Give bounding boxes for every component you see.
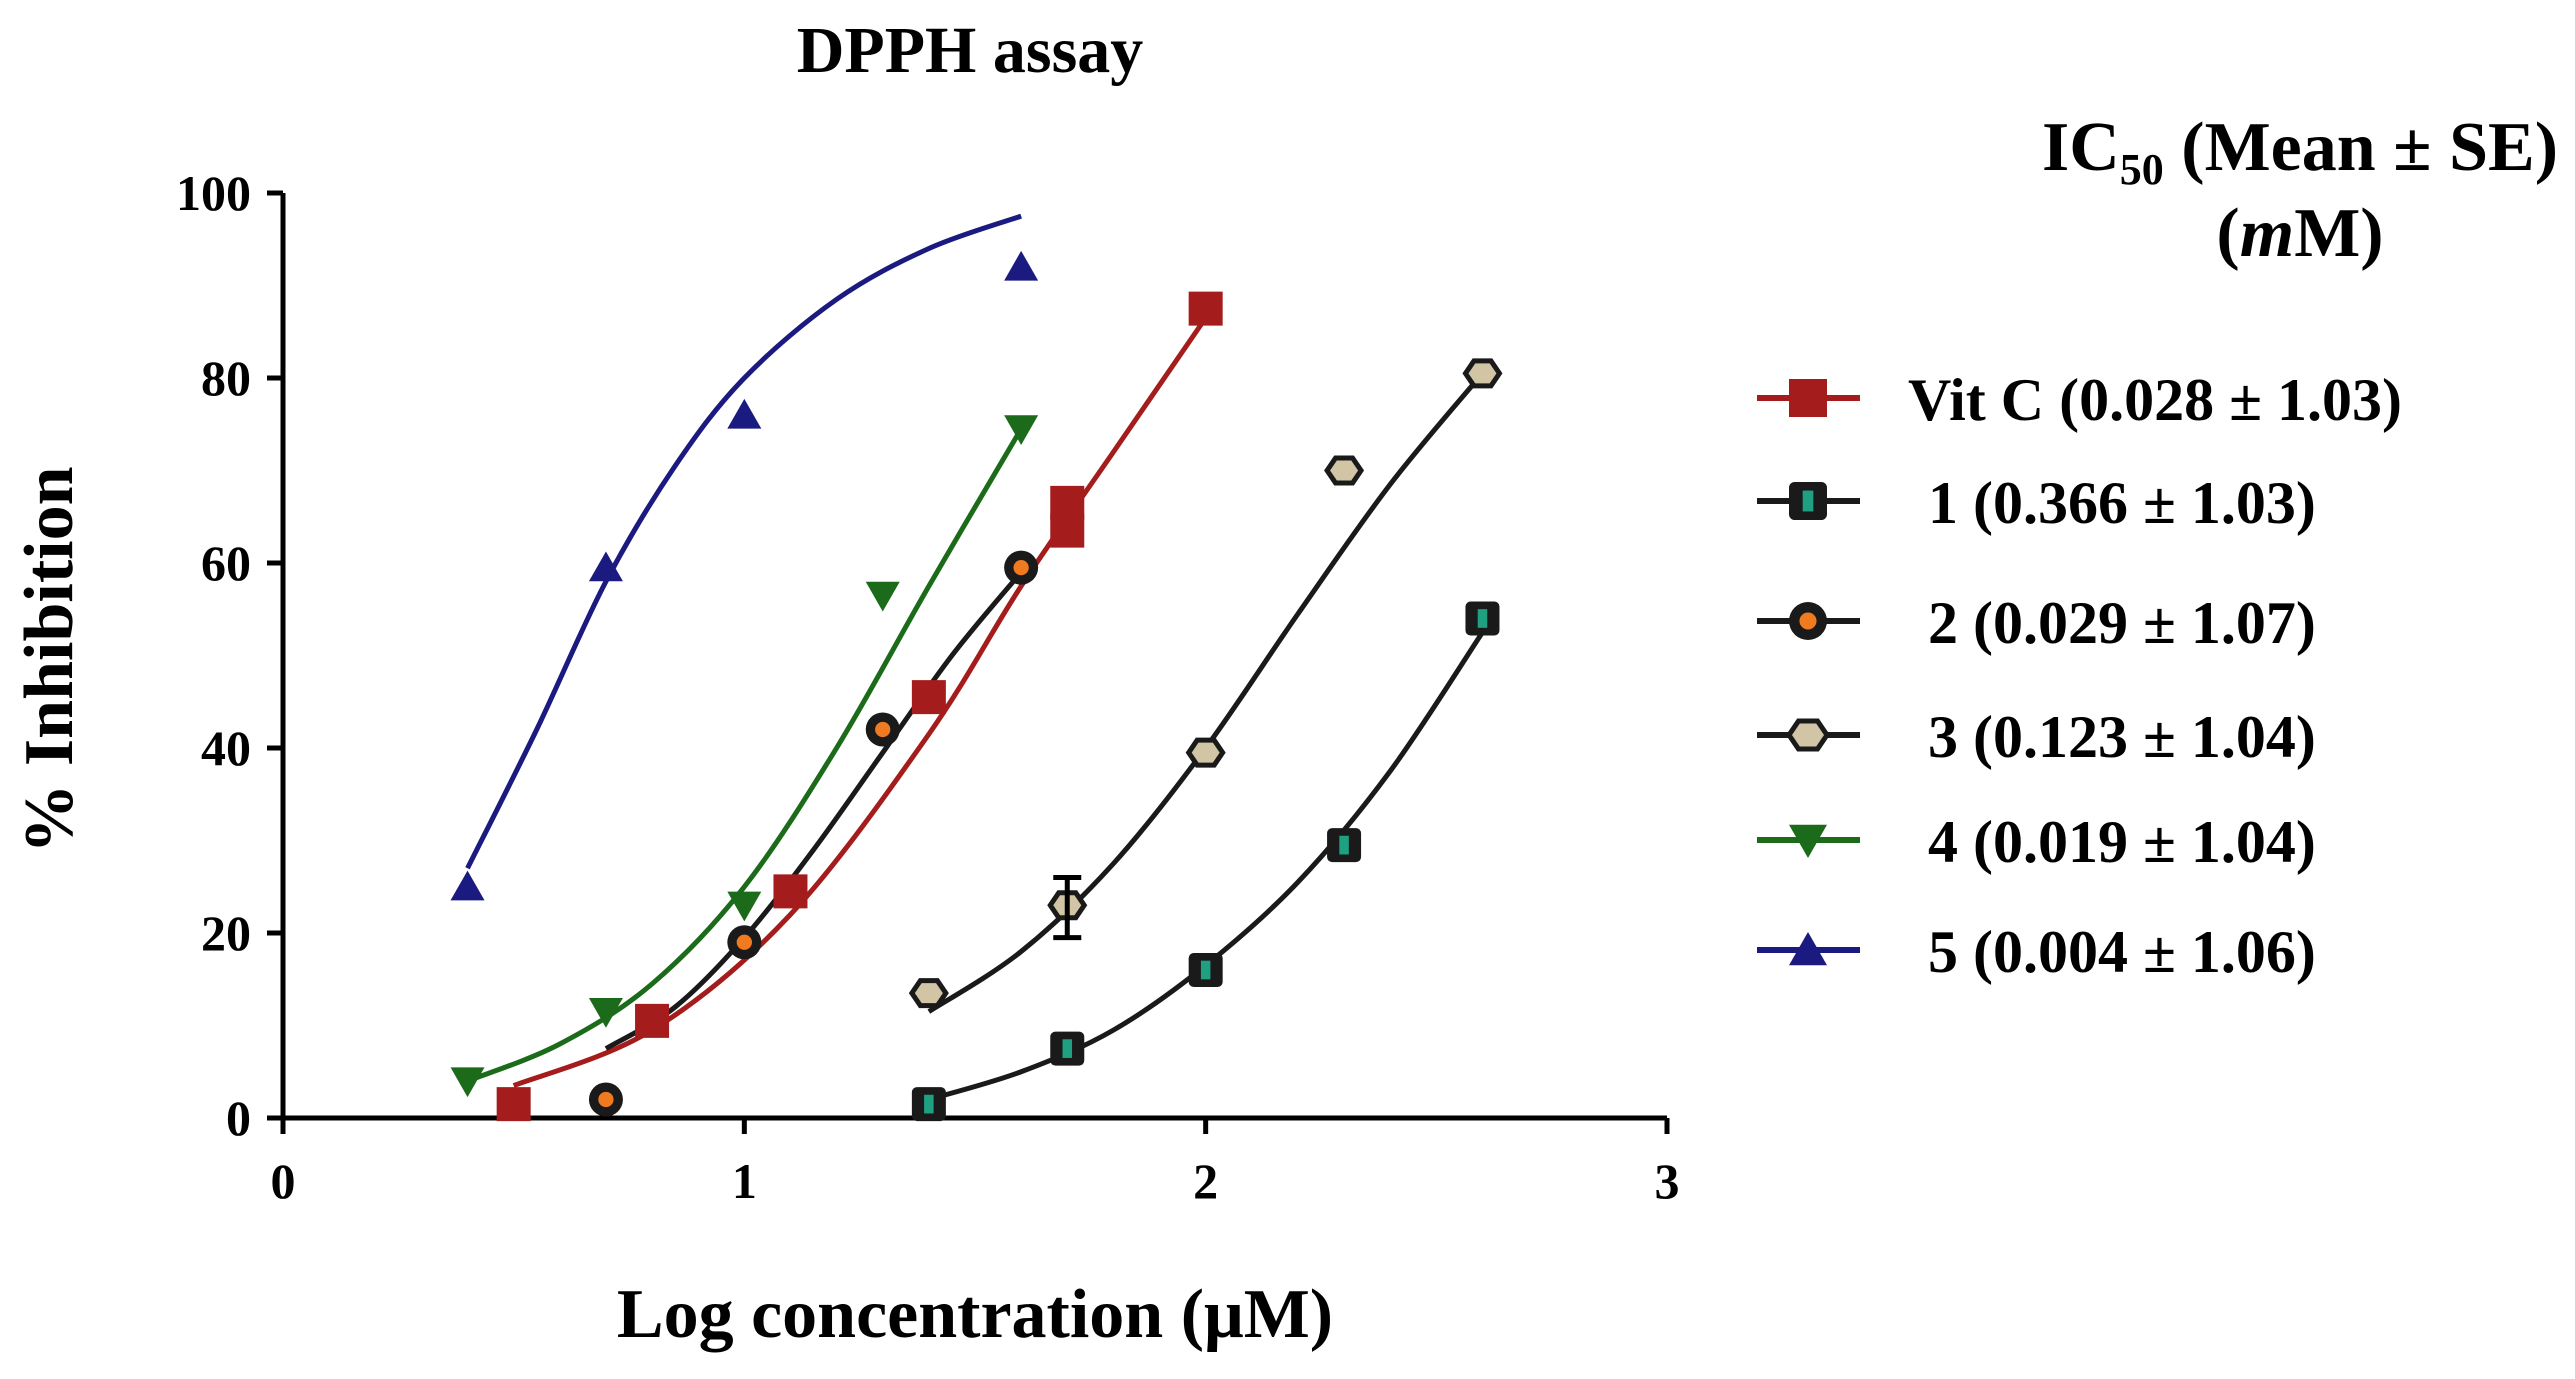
data-point-series-0 [1050, 485, 1085, 520]
data-point-series-1 [911, 1087, 946, 1122]
fit-curve-series-2 [604, 570, 1024, 1051]
y-tick-label: 40 [201, 720, 251, 776]
fit-curve-series-3 [927, 371, 1485, 1014]
legend-item: 4 (0.019 ± 1.04) [1757, 809, 2316, 875]
legend-marker [1789, 824, 1827, 859]
legend-label: 2 (0.029 ± 1.07) [1928, 590, 2316, 656]
y-axis-label: % Inhibition [11, 466, 88, 853]
legend-marker [1789, 482, 1827, 520]
data-point-series-3 [908, 978, 949, 1009]
x-tick-label: 1 [732, 1153, 757, 1209]
data-point-series-3 [1324, 455, 1365, 486]
legend-item: Vit C (0.028 ± 1.03) [1757, 367, 2402, 433]
data-point-series-5 [588, 551, 623, 582]
data-point-series-3 [1462, 358, 1503, 389]
data-point-series-1 [1188, 953, 1223, 987]
data-points [450, 250, 1503, 1122]
data-point-series-0 [773, 874, 808, 909]
fit-curve-series-4 [466, 427, 1024, 1084]
legend-label: 4 (0.019 ± 1.04) [1928, 809, 2316, 875]
fit-curve-series-0 [512, 316, 1208, 1088]
data-point-series-4 [588, 998, 623, 1028]
legend-marker [1789, 379, 1827, 417]
data-point-series-4 [1004, 415, 1039, 446]
data-point-series-5 [727, 398, 762, 429]
data-point-series-1 [1050, 1031, 1085, 1066]
legend-item: 2 (0.029 ± 1.07) [1757, 590, 2316, 656]
y-tick-label: 100 [176, 165, 251, 221]
axis-ticks: 0 1 2 3 0 20 40 60 80 100 [176, 165, 1680, 1209]
data-point-series-2 [727, 925, 762, 960]
data-point-series-5 [450, 870, 485, 901]
chart-title: DPPH assay [797, 14, 1144, 87]
legend: IC50 (Mean ± SE) (mM) Vit C (0.028 ± 1.03… [1757, 109, 2558, 985]
y-tick-label: 20 [201, 905, 251, 961]
legend-label: 3 (0.123 ± 1.04) [1928, 704, 2316, 770]
legend-marker [1789, 931, 1827, 966]
fit-curves [465, 213, 1485, 1102]
data-point-series-2 [865, 712, 900, 747]
data-point-series-4 [450, 1067, 485, 1098]
data-point-series-0 [1188, 291, 1223, 326]
data-point-series-3 [1185, 737, 1226, 768]
data-point-series-2 [588, 1082, 623, 1117]
legend-item: 3 (0.123 ± 1.04) [1757, 704, 2316, 770]
data-point-series-2 [1004, 550, 1039, 585]
error-bar [1053, 875, 1082, 941]
x-tick-label: 2 [1193, 1153, 1218, 1209]
data-point-series-1 [1327, 828, 1362, 863]
y-tick-label: 80 [201, 350, 251, 406]
fit-curve-series-1 [928, 630, 1485, 1102]
data-point-series-5 [1004, 250, 1039, 281]
data-point-series-0 [635, 1003, 670, 1038]
fit-curve-series-5 [465, 213, 1022, 870]
data-point-series-0 [496, 1087, 531, 1122]
data-point-series-4 [727, 891, 762, 922]
legend-label: 5 (0.004 ± 1.06) [1928, 919, 2316, 985]
legend-marker [1789, 602, 1827, 640]
legend-label: Vit C (0.028 ± 1.03) [1908, 367, 2402, 433]
legend-item: 1 (0.366 ± 1.03) [1757, 470, 2316, 536]
data-point-series-0 [911, 680, 946, 715]
legend-item: 5 (0.004 ± 1.06) [1757, 919, 2316, 985]
legend-title: IC50 (Mean ± SE) (mM) [2042, 109, 2558, 272]
x-tick-label: 3 [1655, 1153, 1680, 1209]
x-axis-label: Log concentration (μM) [617, 1276, 1333, 1353]
y-tick-label: 60 [201, 535, 251, 591]
legend-items: Vit C (0.028 ± 1.03) 1 (0.366 ± 1.03) 2 (0… [1757, 367, 2402, 985]
data-point-series-1 [1465, 601, 1500, 636]
y-tick-label: 0 [226, 1090, 251, 1146]
data-point-series-4 [865, 581, 900, 612]
x-tick-label: 0 [271, 1153, 296, 1209]
legend-label: 1 (0.366 ± 1.03) [1928, 470, 2316, 536]
legend-marker [1785, 718, 1831, 752]
